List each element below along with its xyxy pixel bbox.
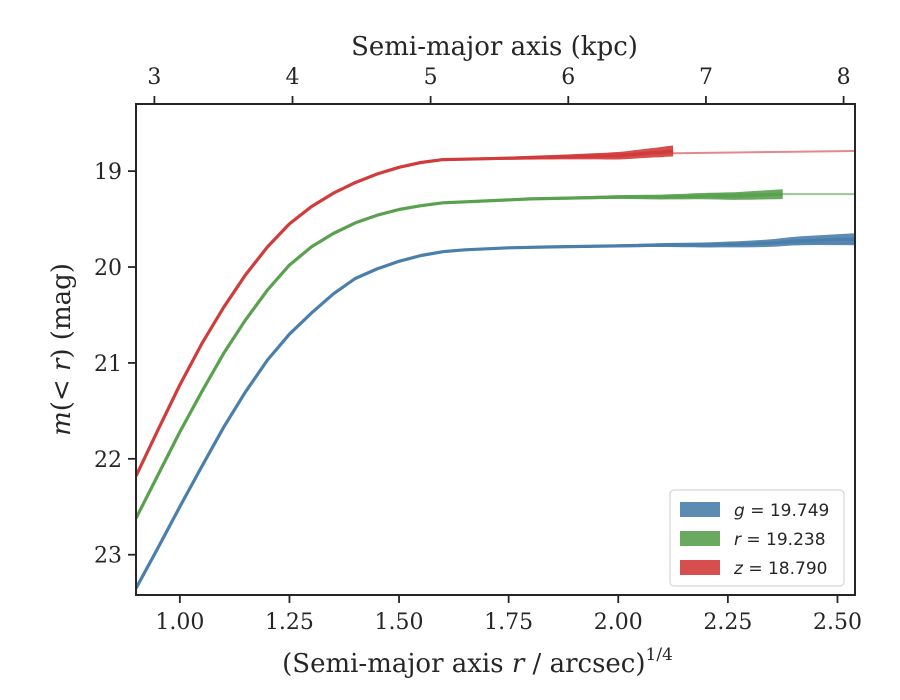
series-line-z [136, 149, 674, 477]
legend-value: = 18.790 [743, 559, 828, 579]
legend-band: z [733, 559, 744, 579]
y-axis-title-m: m [47, 411, 77, 436]
legend-label-g: g = 19.749 [734, 501, 829, 521]
x-tick-label: 2.25 [703, 610, 752, 635]
x-tick-label: 1.00 [155, 610, 204, 635]
plot-layer [136, 145, 855, 590]
x-axis-title-exponent: 1/4 [646, 645, 673, 665]
legend-label-r: r = 19.238 [734, 530, 826, 550]
x-tick-label: 1.25 [265, 610, 314, 635]
legend-swatch-z [680, 560, 720, 575]
legend-band: r [734, 530, 742, 550]
x-axis-title-suffix: / arcsec) [524, 649, 645, 679]
band-z [136, 145, 674, 478]
top-tick-label: 6 [561, 65, 575, 90]
top-tick-label: 3 [147, 65, 161, 90]
legend-swatch-g [680, 502, 720, 517]
legend-value: = 19.238 [741, 530, 826, 550]
y-axis-title-var: r [47, 357, 77, 371]
legend-swatch-r [680, 531, 720, 546]
y-axis-title-inner: (< [47, 371, 77, 411]
x-axis-title: (Semi-major axis r / arcsec)1/4 [282, 645, 673, 679]
plot-frame [135, 103, 856, 596]
y-tick-label: 20 [94, 256, 122, 281]
top-tick-label: 7 [699, 65, 713, 90]
y-tick-label: 19 [94, 160, 122, 185]
x-tick-label: 2.50 [813, 610, 862, 635]
y-tick-label: 22 [94, 448, 122, 473]
x-tick-label: 2.00 [594, 610, 643, 635]
y-tick-label: 23 [94, 544, 122, 569]
top-axis-title: Semi-major axis (kpc) [351, 32, 638, 62]
band-r [136, 189, 783, 520]
top-tick-label: 4 [286, 65, 300, 90]
x-tick-label: 1.75 [484, 610, 533, 635]
x-axis-title-var: r [512, 649, 526, 679]
y-axis-title: m(< r) (mag) [47, 263, 77, 436]
x-axis-title-prefix: (Semi-major axis [282, 649, 512, 679]
legend-value: = 19.749 [745, 501, 830, 521]
top-tick-label: 8 [837, 65, 851, 90]
series-group [136, 145, 855, 590]
y-tick-label: 21 [94, 352, 122, 377]
x-tick-label: 1.50 [375, 610, 424, 635]
legend-label-z: z = 18.790 [733, 559, 827, 579]
axes-layer: 1.00 1.25 1.50 1.75 2.00 2.25 2.50 19 20 21 22 23 3 4… [47, 32, 862, 679]
y-axis-title-unit: (mag) [47, 263, 77, 348]
legend-band: g [734, 501, 745, 521]
top-tick-label: 5 [424, 65, 438, 90]
series-line-r [136, 192, 783, 520]
y-axis-title-close: ) [47, 348, 77, 358]
series-line-g [136, 237, 855, 590]
